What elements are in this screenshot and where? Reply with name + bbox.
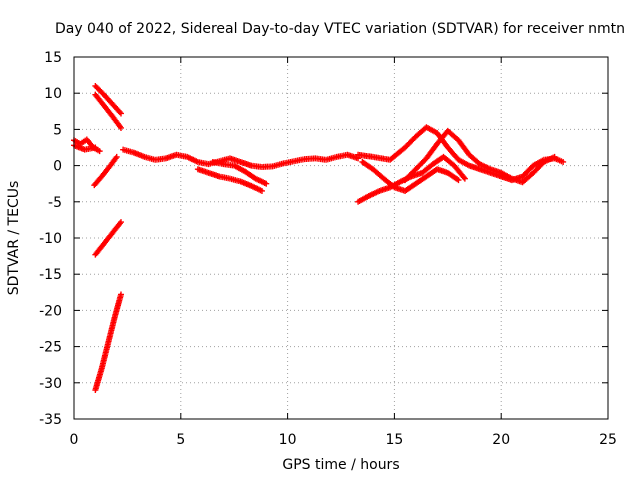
tick-marks <box>73 56 609 420</box>
y-tick-label: -10 <box>39 231 62 247</box>
x-tick-label: 0 <box>70 432 79 448</box>
data-point <box>117 219 124 226</box>
data-point <box>560 158 567 165</box>
x-tick-label: 25 <box>599 432 617 448</box>
y-tick-label: -30 <box>39 376 62 392</box>
y-tick-label: 15 <box>44 50 62 66</box>
y-tick-label: -25 <box>39 340 62 356</box>
y-tick-label: -15 <box>39 267 62 283</box>
x-axis-label: GPS time / hours <box>282 457 399 473</box>
data-point <box>96 148 103 155</box>
x-tick-labels: 0 5 10 15 20 25 <box>70 432 617 448</box>
y-axis-label: SDTVAR / TECUs <box>6 181 22 296</box>
y-tick-labels: -35 -30 -25 -20 -15 -10 -5 0 5 10 15 <box>39 50 62 428</box>
chart-title: Day 040 of 2022, Sidereal Day-to-day VTE… <box>55 21 625 37</box>
x-tick-label: 5 <box>176 432 185 448</box>
data-point <box>461 175 468 182</box>
x-tick-label: 15 <box>385 432 403 448</box>
y-tick-label: 0 <box>53 159 62 175</box>
y-tick-label: 5 <box>53 122 62 138</box>
x-tick-label: 20 <box>492 432 510 448</box>
data-point <box>263 180 270 187</box>
data-point <box>258 187 265 194</box>
data-point <box>551 153 558 160</box>
plot-frame <box>73 56 609 420</box>
x-tick-label: 10 <box>279 432 297 448</box>
y-tick-label: 10 <box>44 86 62 102</box>
data-point <box>113 153 120 160</box>
data-point <box>117 124 124 131</box>
y-tick-label: -20 <box>39 303 62 319</box>
y-tick-label: -35 <box>39 412 62 428</box>
y-tick-label: -5 <box>48 195 62 211</box>
data-point <box>92 144 99 151</box>
data-points <box>71 82 567 394</box>
data-point <box>117 110 124 117</box>
data-point <box>117 291 124 298</box>
gridlines <box>74 57 608 419</box>
data-point <box>455 177 462 184</box>
